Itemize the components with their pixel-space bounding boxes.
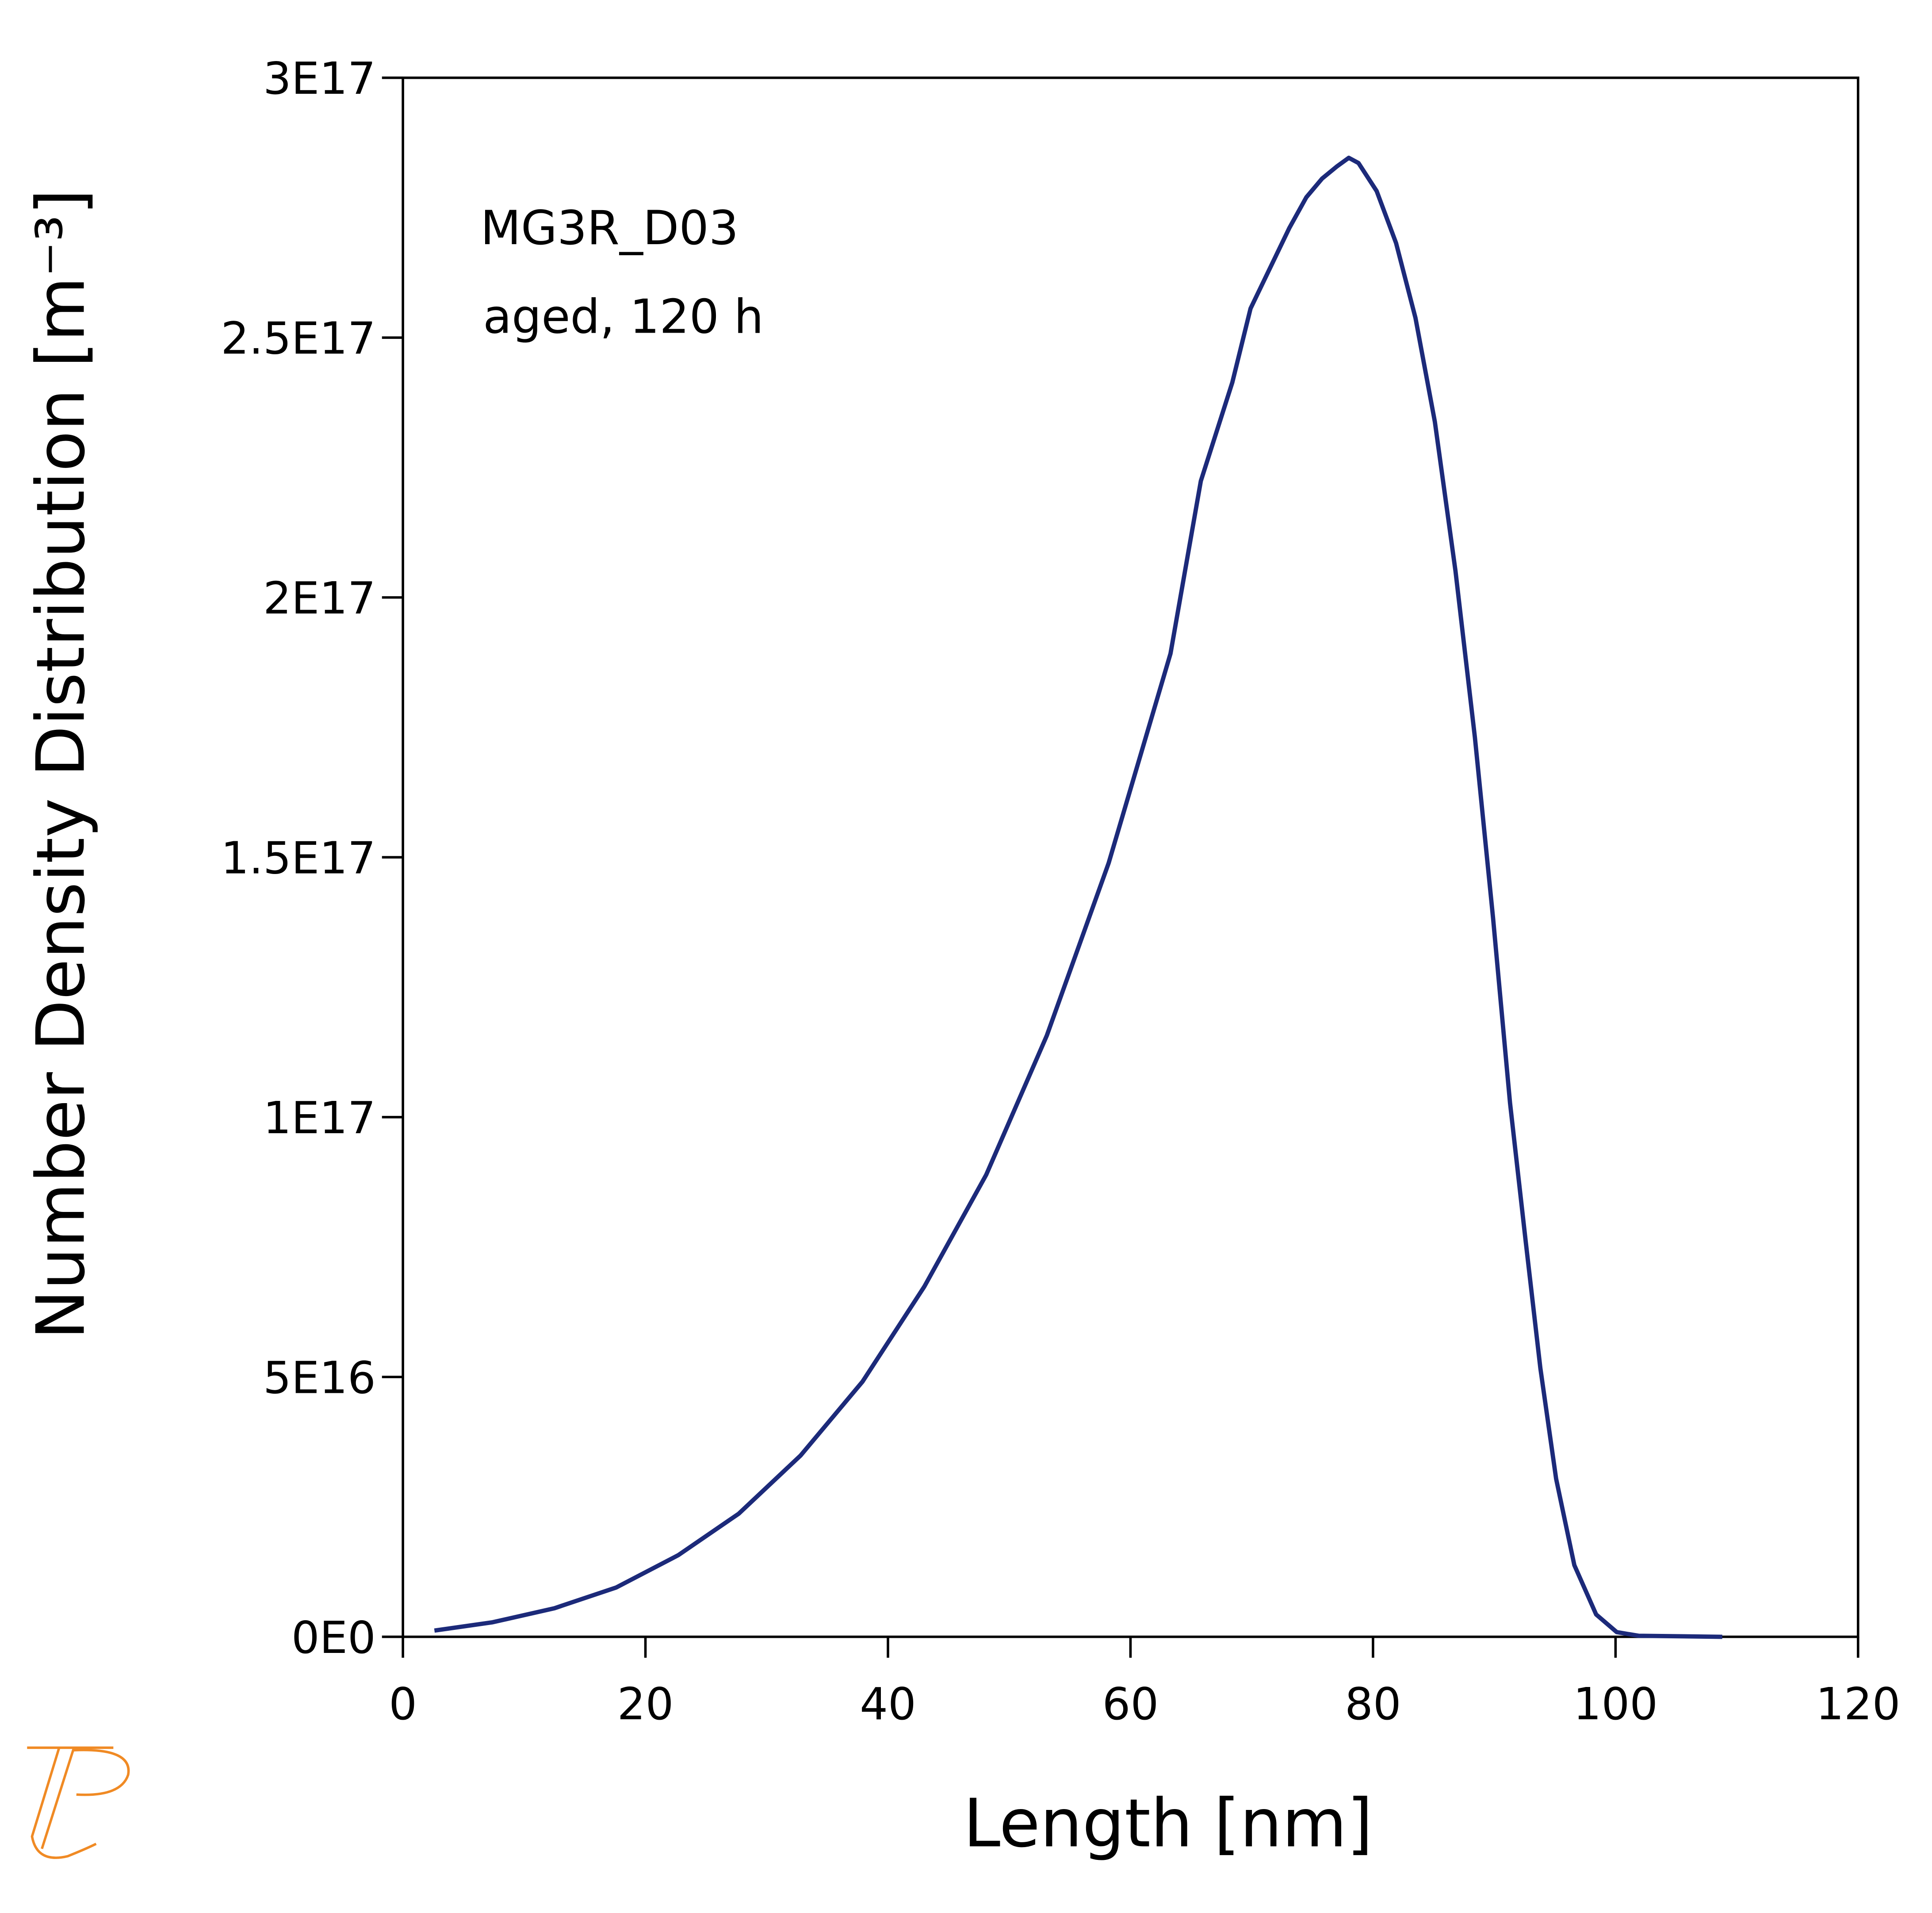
x-tick-label: 20 (617, 1678, 674, 1730)
data-line (434, 155, 1722, 1639)
y-tick-label: 1E17 (263, 1092, 376, 1144)
logo (27, 1746, 130, 1859)
x-axis-label: Length [nm] (963, 1785, 1373, 1862)
y-tick-label: 0E0 (291, 1612, 376, 1664)
y-tick-label: 5E16 (263, 1352, 376, 1403)
annotation: MG3R_D03 (481, 201, 739, 255)
x-tick-label: 80 (1345, 1678, 1401, 1730)
x-tick-label: 0 (389, 1678, 417, 1730)
y-tick-label: 3E17 (263, 53, 376, 104)
y-tick-label: 1.5E17 (221, 832, 376, 884)
annotation: aged, 120 h (483, 290, 764, 344)
x-tick-label: 120 (1816, 1678, 1900, 1730)
x-tick-label: 40 (860, 1678, 916, 1730)
y-tick-label: 2E17 (263, 572, 376, 624)
y-axis-label: Number Density Distribution [m⁻³] (22, 189, 99, 1339)
x-tick-label: 60 (1102, 1678, 1159, 1730)
x-tick-label: 100 (1573, 1678, 1658, 1730)
y-tick-label: 2.5E17 (221, 313, 376, 364)
